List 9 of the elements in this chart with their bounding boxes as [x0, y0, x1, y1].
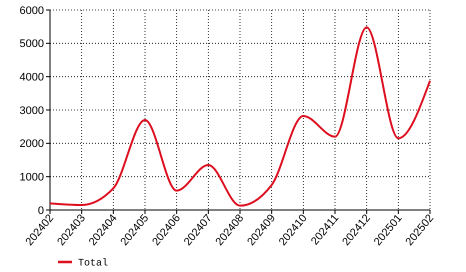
y-tick-label: 4000: [20, 72, 44, 84]
y-tick-label: 6000: [20, 4, 44, 17]
y-tick-label: 0: [38, 204, 44, 217]
y-tick-label: 2000: [20, 138, 44, 150]
legend-label: Total: [78, 258, 108, 270]
y-tick-label: 3000: [20, 104, 44, 117]
y-tick-label: 5000: [20, 38, 44, 50]
line-series: [49, 26, 431, 207]
y-tick-label: 1000: [20, 172, 44, 184]
